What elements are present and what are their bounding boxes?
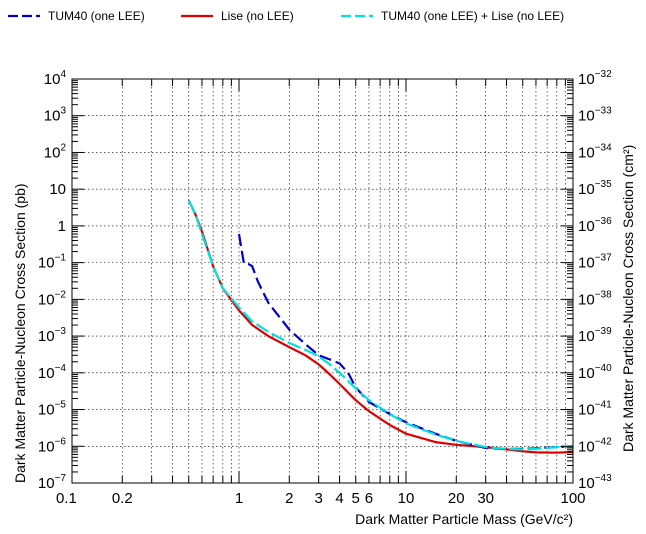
y-right-tick-label: 10−42 [578, 436, 612, 455]
x-tick-label: 20 [448, 490, 465, 507]
legend: TUM40 (one LEE) Lise (no LEE) TUM40 (one L… [8, 9, 564, 23]
x-tick-label: 6 [365, 490, 373, 507]
y-right-tick-label: 10−36 [578, 216, 612, 235]
y-right-tick-label: 10−39 [578, 326, 612, 345]
series-line-2 [187, 199, 574, 451]
axis-ticks [71, 78, 574, 484]
x-tick-labels: 0.1 0.2 1 2 3 4 5 6 10 20 30 100 [56, 490, 586, 507]
y-right-tick-label: 10−35 [578, 179, 612, 198]
x-tick-label: 1 [235, 490, 243, 507]
legend-label: Lise (no LEE) [221, 9, 294, 23]
x-tick-label: 3 [315, 490, 323, 507]
plot-frame [71, 78, 574, 484]
y-right-tick-label: 10−38 [578, 289, 612, 308]
y-right-axis-title: Dark Matter Particle-Nucleon Cross Secti… [620, 145, 636, 452]
x-tick-label: 0.2 [112, 490, 133, 507]
legend-label: TUM40 (one LEE) [48, 9, 145, 23]
y-left-tick-label: 103 [44, 106, 67, 125]
legend-label: TUM40 (one LEE) + Lise (no LEE) [381, 9, 564, 23]
y-left-axis-title: Dark Matter Particle-Nucleon Cross Secti… [12, 183, 28, 483]
x-tick-label: 4 [335, 490, 343, 507]
x-tick-label: 5 [352, 490, 360, 507]
x-tick-label: 100 [560, 490, 585, 507]
x-axis-title: Dark Matter Particle Mass (GeV/c²) [355, 511, 573, 527]
y-left-tick-label: 10−1 [38, 253, 67, 272]
y-left-tick-label: 10−7 [38, 473, 67, 492]
series-line-1 [187, 199, 574, 454]
y-right-tick-label: 10−41 [578, 400, 612, 419]
y-left-tick-label: 10−3 [38, 326, 67, 345]
y-right-tick-labels: 10−43 10−42 10−41 10−40 10−39 10−38 10−37 10−36… [578, 69, 612, 492]
series-line-0 [237, 233, 574, 450]
x-tick-label: 2 [285, 490, 293, 507]
y-left-tick-label: 104 [44, 69, 67, 88]
y-left-tick-label: 10 [49, 181, 66, 198]
y-left-tick-label: 10−5 [38, 400, 67, 419]
y-right-tick-label: 10−34 [578, 142, 612, 161]
x-tick-label: 10 [398, 490, 415, 507]
y-left-tick-label: 10−6 [38, 436, 67, 455]
y-right-tick-label: 10−32 [578, 69, 612, 88]
x-tick-label: 0.1 [56, 490, 77, 507]
y-left-tick-label: 10−4 [38, 363, 67, 382]
x-tick-label: 30 [477, 490, 494, 507]
y-right-tick-label: 10−37 [578, 253, 612, 272]
y-right-tick-label: 10−33 [578, 106, 612, 125]
y-left-tick-label: 1 [58, 218, 66, 235]
grid-lines [72, 79, 573, 483]
y-right-tick-label: 10−43 [578, 473, 612, 492]
y-left-tick-label: 10−2 [38, 289, 67, 308]
y-left-tick-label: 102 [44, 142, 67, 161]
y-right-tick-label: 10−40 [578, 363, 612, 382]
series-lines [187, 199, 574, 454]
y-left-tick-labels: 10−7 10−6 10−5 10−4 10−3 10−2 10−1 1 10 102 103 104 [38, 69, 67, 492]
